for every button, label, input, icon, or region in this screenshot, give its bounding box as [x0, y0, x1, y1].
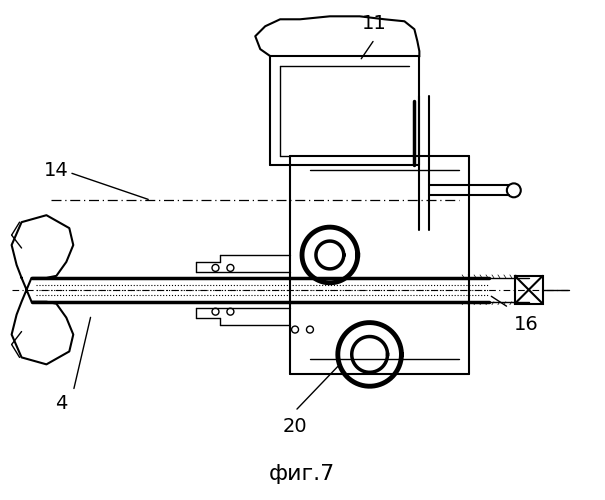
Text: 16: 16 [514, 314, 538, 334]
Text: 20: 20 [283, 417, 307, 436]
Text: 4: 4 [55, 394, 68, 413]
Text: 14: 14 [44, 161, 69, 180]
Bar [515, 276, 543, 303]
Text: 11: 11 [362, 14, 387, 33]
Text: фиг.7: фиг.7 [269, 464, 335, 484]
